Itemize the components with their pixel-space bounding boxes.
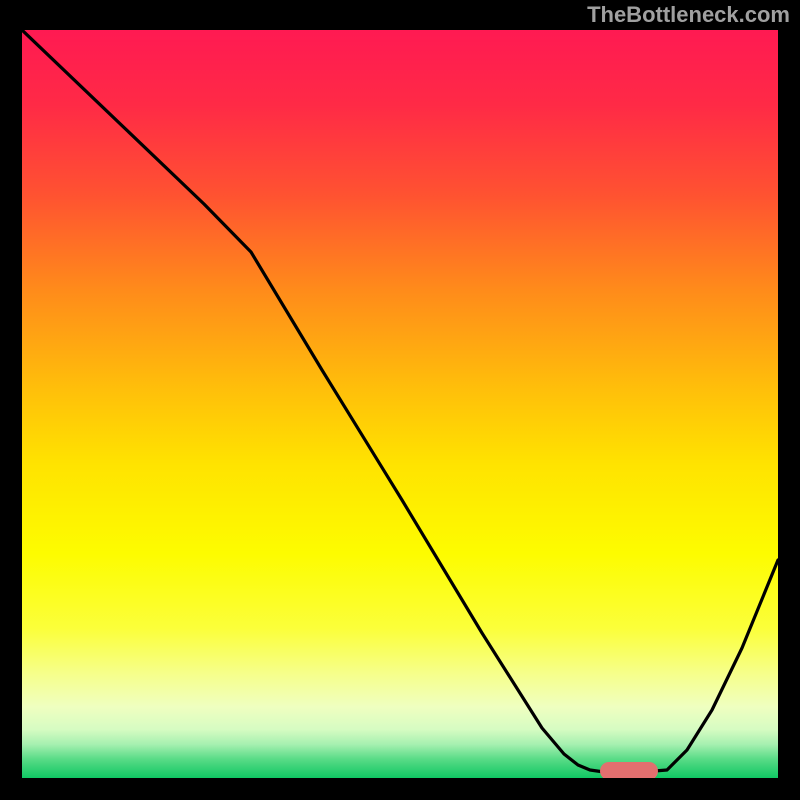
plot-frame-border bbox=[16, 24, 784, 784]
canvas-root: TheBottleneck.com bbox=[0, 0, 800, 800]
